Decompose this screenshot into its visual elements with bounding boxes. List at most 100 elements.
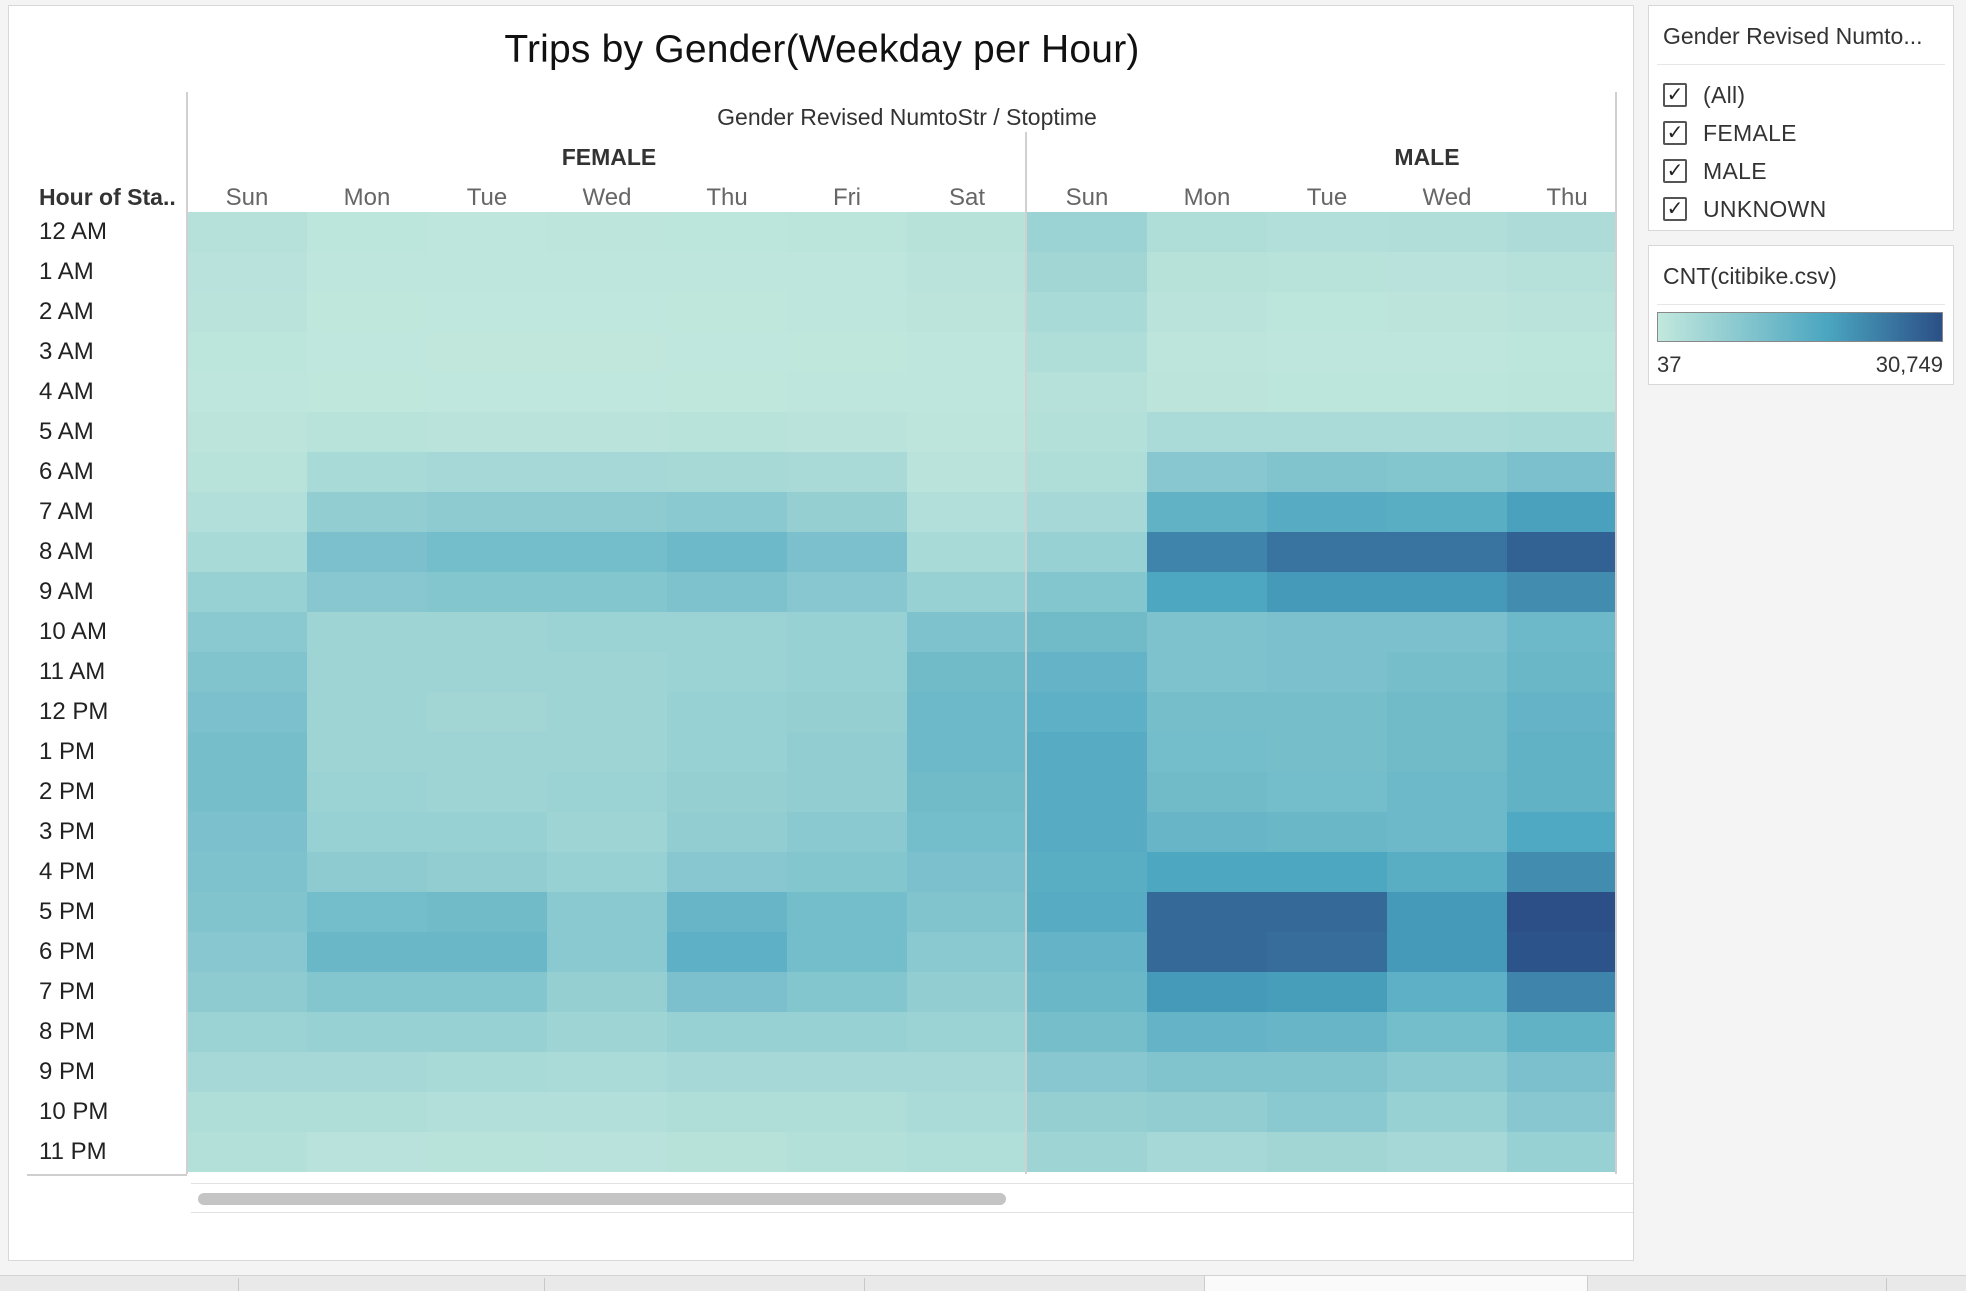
heatmap-cell[interactable] (787, 572, 907, 612)
filter-item-all[interactable]: ✓ (All) (1663, 80, 1745, 110)
heatmap-cell[interactable] (787, 932, 907, 972)
heatmap-cell[interactable] (427, 972, 547, 1012)
hour-label[interactable]: 3 AM (39, 338, 94, 365)
heatmap-cell[interactable] (307, 292, 427, 332)
heatmap-cell[interactable] (787, 692, 907, 732)
heatmap-cell[interactable] (1147, 412, 1267, 452)
heatmap-cell[interactable] (187, 1012, 307, 1052)
heatmap-cell[interactable] (667, 212, 787, 252)
heatmap-cell[interactable] (1387, 1092, 1507, 1132)
heatmap-cell[interactable] (1507, 1052, 1615, 1092)
heatmap-cell[interactable] (187, 612, 307, 652)
heatmap-cell[interactable] (1147, 1012, 1267, 1052)
heatmap-cell[interactable] (187, 332, 307, 372)
heatmap-cell[interactable] (187, 412, 307, 452)
heatmap-cell[interactable] (667, 332, 787, 372)
heatmap-cell[interactable] (787, 732, 907, 772)
heatmap-cell[interactable] (1387, 412, 1507, 452)
heatmap-cell[interactable] (427, 252, 547, 292)
heatmap-cell[interactable] (547, 772, 667, 812)
heatmap-cell[interactable] (547, 1132, 667, 1172)
heatmap-cell[interactable] (667, 412, 787, 452)
heatmap-cell[interactable] (307, 972, 427, 1012)
heatmap-cell[interactable] (547, 1092, 667, 1132)
heatmap-cell[interactable] (787, 892, 907, 932)
hour-label[interactable]: 12 AM (39, 218, 108, 245)
heatmap-cell[interactable] (667, 692, 787, 732)
filter-item-male[interactable]: ✓ MALE (1663, 156, 1767, 186)
heatmap-cell[interactable] (787, 652, 907, 692)
heatmap-cell[interactable] (907, 692, 1027, 732)
heatmap-cell[interactable] (667, 772, 787, 812)
heatmap-cell[interactable] (1027, 732, 1147, 772)
hour-label[interactable]: 10 AM (39, 618, 108, 645)
heatmap-cell[interactable] (1507, 772, 1615, 812)
heatmap-cell[interactable] (1147, 452, 1267, 492)
heatmap-cell[interactable] (1147, 852, 1267, 892)
heatmap-cell[interactable] (547, 972, 667, 1012)
heatmap-cell[interactable] (427, 212, 547, 252)
heatmap-cell[interactable] (1147, 252, 1267, 292)
heatmap-cell[interactable] (907, 732, 1027, 772)
heatmap-cell[interactable] (547, 532, 667, 572)
hour-label[interactable]: 1 PM (39, 738, 96, 765)
heatmap-cell[interactable] (1267, 812, 1387, 852)
heatmap-cell[interactable] (187, 772, 307, 812)
heatmap-cell[interactable] (427, 1132, 547, 1172)
day-header-sun[interactable]: Sun (1065, 184, 1109, 211)
heatmap-cell[interactable] (1267, 692, 1387, 732)
heatmap-cell[interactable] (307, 1012, 427, 1052)
heatmap-cell[interactable] (1267, 412, 1387, 452)
heatmap-cell[interactable] (787, 852, 907, 892)
heatmap-cell[interactable] (1387, 612, 1507, 652)
filter-item-female[interactable]: ✓ FEMALE (1663, 118, 1797, 148)
heatmap-cell[interactable] (187, 732, 307, 772)
day-header-tue[interactable]: Tue (1306, 184, 1348, 211)
heatmap-cell[interactable] (1387, 1012, 1507, 1052)
heatmap-cell[interactable] (1387, 972, 1507, 1012)
hour-label[interactable]: 5 AM (39, 418, 94, 445)
checkbox-checked-icon[interactable]: ✓ (1663, 197, 1687, 221)
heatmap-cell[interactable] (1507, 212, 1615, 252)
heatmap-cell[interactable] (1387, 372, 1507, 412)
heatmap-cell[interactable] (427, 492, 547, 532)
heatmap-cell[interactable] (1147, 332, 1267, 372)
heatmap-cell[interactable] (1147, 1092, 1267, 1132)
heatmap-cell[interactable] (907, 252, 1027, 292)
heatmap-cell[interactable] (907, 412, 1027, 452)
heatmap-cell[interactable] (1147, 812, 1267, 852)
heatmap-cell[interactable] (1147, 492, 1267, 532)
heatmap-cell[interactable] (907, 772, 1027, 812)
heatmap-cell[interactable] (1507, 732, 1615, 772)
heatmap-cell[interactable] (187, 972, 307, 1012)
heatmap-cell[interactable] (1387, 692, 1507, 732)
heatmap-cell[interactable] (547, 212, 667, 252)
heatmap-cell[interactable] (907, 572, 1027, 612)
day-header-wed[interactable]: Wed (582, 184, 632, 211)
heatmap-cell[interactable] (1387, 212, 1507, 252)
heatmap-cell[interactable] (1387, 892, 1507, 932)
heatmap-cell[interactable] (1267, 252, 1387, 292)
heatmap-cell[interactable] (1507, 572, 1615, 612)
heatmap-cell[interactable] (307, 372, 427, 412)
heatmap-cell[interactable] (787, 292, 907, 332)
heatmap-cell[interactable] (667, 932, 787, 972)
heatmap-cell[interactable] (1507, 972, 1615, 1012)
heatmap-cell[interactable] (1147, 372, 1267, 412)
heatmap-cell[interactable] (787, 372, 907, 412)
heatmap-cell[interactable] (307, 412, 427, 452)
row-field-header[interactable]: Hour of Sta.. (39, 184, 176, 210)
hour-label[interactable]: 10 PM (39, 1098, 109, 1125)
heatmap-cell[interactable] (1027, 1092, 1147, 1132)
heatmap-cell[interactable] (907, 972, 1027, 1012)
heatmap-cell[interactable] (1147, 1052, 1267, 1092)
heatmap-cell[interactable] (667, 852, 787, 892)
heatmap-cell[interactable] (1387, 452, 1507, 492)
heatmap-cell[interactable] (1267, 332, 1387, 372)
heatmap-cell[interactable] (1027, 1012, 1147, 1052)
heatmap-cell[interactable] (1027, 372, 1147, 412)
day-header-thu[interactable]: Thu (706, 184, 748, 211)
heatmap-cell[interactable] (787, 412, 907, 452)
heatmap-cell[interactable] (787, 612, 907, 652)
heatmap-cell[interactable] (1267, 612, 1387, 652)
